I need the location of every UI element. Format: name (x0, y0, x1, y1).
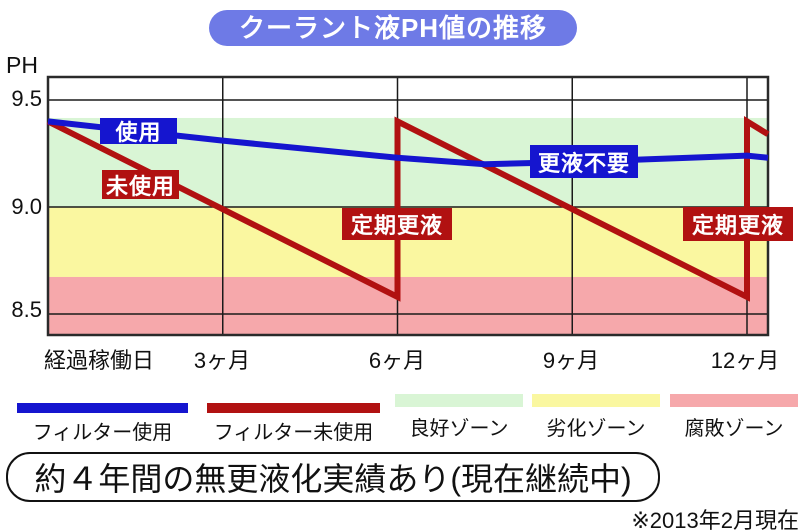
annotation-1-red: 未使用 (102, 170, 179, 199)
series-line-フィルター未使用 (46, 116, 770, 302)
legend-zone-swatch-good (395, 394, 523, 407)
x-tick-elapsed-days: 経過稼働日 (44, 348, 155, 373)
x-tick-9-months: 9ヶ月 (542, 348, 600, 373)
legend-label-degraded-zone: 劣化ゾーン (546, 418, 646, 440)
legend-label-filter-used: フィルター使用 (32, 422, 173, 444)
as-of-date: ※2013年2月現在 (631, 508, 799, 532)
legend-line-swatch-filter-used (17, 403, 188, 413)
y-tick-9-0: 9.0 (11, 194, 42, 219)
x-tick-3-months: 3ヶ月 (193, 348, 251, 373)
y-axis-title: PH (6, 52, 38, 78)
zone-band-2 (48, 276, 768, 335)
y-tick-9-5: 9.5 (11, 86, 42, 111)
legend-label-rotten-zone: 腐敗ゾーン (684, 418, 784, 440)
page-title: クーラント液PH値の推移 (209, 10, 577, 46)
legend-label-good-zone: 良好ゾーン (409, 418, 509, 440)
series-line-フィルター使用 (47, 118, 769, 168)
annotation-2-red: 定期更液 (342, 208, 452, 240)
legend-zone-swatch-rotten (670, 394, 798, 407)
legend-line-swatch-filter-unused (207, 403, 380, 413)
annotation-4-red: 定期更液 (683, 207, 793, 241)
achievement-banner: 約４年間の無更液化実績あり(現在継続中) (6, 452, 660, 502)
plot-border (46, 75, 770, 337)
x-tick-12-months: 12ヶ月 (710, 348, 780, 373)
y-tick-8-5: 8.5 (11, 297, 42, 322)
annotation-0-blue: 使用 (100, 118, 177, 145)
legend-zone-swatch-degraded (532, 394, 660, 407)
annotation-3-blue: 更液不要 (530, 145, 638, 178)
x-tick-6-months: 6ヶ月 (368, 348, 426, 373)
legend-label-filter-unused: フィルター未使用 (213, 422, 374, 444)
